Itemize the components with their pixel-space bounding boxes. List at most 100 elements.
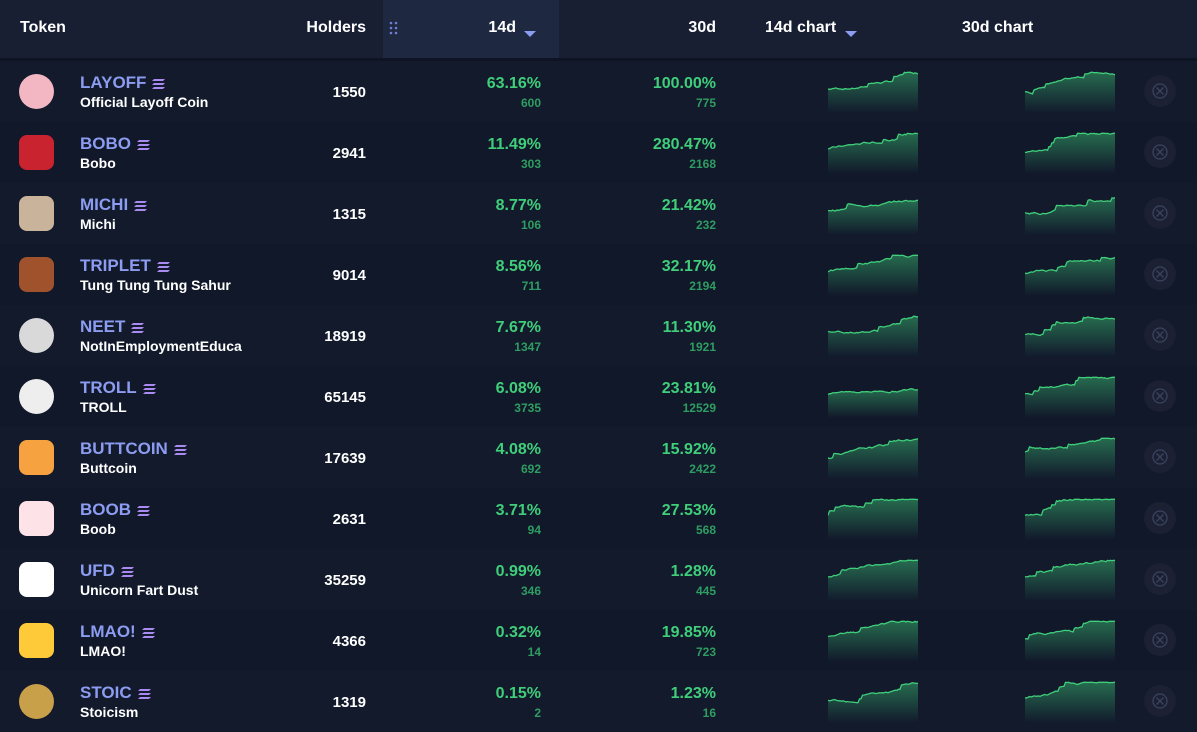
change-30d: 27.53% — [661, 502, 716, 519]
chain-icon-part — [142, 628, 155, 638]
remove-button[interactable] — [1144, 75, 1176, 112]
drag-handle — [389, 21, 399, 40]
remove-button-part — [1152, 144, 1168, 160]
remove-button[interactable] — [1144, 624, 1176, 661]
sparkline-30d-part — [1024, 437, 1116, 479]
row[interactable] — [0, 366, 1197, 427]
row[interactable] — [0, 61, 1197, 122]
sparkline-14d-part — [828, 255, 918, 296]
holders: 1550 — [332, 84, 366, 101]
sparkline-30d-part — [1024, 376, 1115, 418]
sparkline-30d — [1024, 69, 1116, 118]
remove-button-part — [1144, 319, 1176, 351]
token-name: Unicorn Fart Dust — [80, 582, 199, 598]
sparkline-30d-part — [1025, 257, 1115, 296]
change-30d: 23.81% — [661, 380, 716, 397]
column-header[interactable]: 14d — [488, 19, 516, 36]
change-30d: 15.92% — [661, 441, 716, 458]
count-30d: 12529 — [682, 401, 716, 415]
token-name: Official Layoff Coin — [80, 94, 209, 110]
change-14d: 8.77% — [495, 197, 541, 214]
column-header[interactable]: Holders — [306, 19, 366, 36]
remove-button-part — [1144, 75, 1176, 107]
sparkline-30d-part — [1024, 559, 1116, 601]
token-symbol: BOBO — [80, 134, 131, 153]
remove-button[interactable] — [1144, 685, 1176, 722]
chain-icon-part — [137, 506, 150, 516]
sparkline-30d-part — [1025, 316, 1115, 357]
count-30d: 723 — [695, 645, 716, 659]
sparkline-14d-part — [827, 254, 918, 273]
token-name: Boob — [80, 521, 116, 537]
chain-icon-part — [131, 323, 144, 333]
token-name: Michi — [80, 216, 116, 232]
holders: 2631 — [332, 511, 366, 528]
sparkline-30d-part — [1024, 620, 1115, 662]
sparkline-14d-part — [827, 682, 919, 704]
sparkline-14d — [827, 618, 919, 667]
row[interactable] — [0, 427, 1197, 488]
change-30d: 1.23% — [670, 685, 716, 702]
remove-button-part — [1156, 87, 1164, 95]
sparkline-14d-part — [827, 132, 919, 150]
count-30d: 16 — [702, 706, 716, 720]
row[interactable] — [0, 244, 1197, 305]
count-14d: 711 — [521, 279, 541, 293]
drag-handle-part — [389, 21, 398, 35]
change-30d: 280.47% — [652, 136, 716, 153]
row[interactable] — [0, 183, 1197, 244]
drag-handle-part — [389, 31, 393, 35]
row[interactable] — [0, 122, 1197, 183]
chain-icon-part — [137, 506, 150, 516]
sparkline-14d-part — [828, 133, 918, 174]
holders: 2941 — [332, 145, 366, 162]
chain-icon-part — [157, 262, 170, 272]
change-14d: 3.71% — [495, 502, 541, 519]
column-header[interactable]: 30d chart — [962, 19, 1034, 36]
sparkline-14d — [827, 435, 919, 484]
remove-button[interactable] — [1144, 563, 1176, 600]
row[interactable] — [0, 488, 1197, 549]
row[interactable] — [0, 549, 1197, 610]
sparkline-14d — [827, 557, 918, 606]
sparkline-14d-part — [827, 388, 919, 418]
sparkline-30d-part — [1025, 499, 1115, 540]
row[interactable] — [0, 671, 1197, 732]
sorted-column-highlight — [383, 0, 559, 58]
chain-icon-part — [142, 628, 155, 638]
column-header[interactable]: 30d — [688, 19, 716, 36]
sparkline-30d-part — [1024, 437, 1116, 453]
token-symbol: BOOB — [80, 500, 131, 519]
remove-button[interactable] — [1144, 502, 1176, 539]
remove-button[interactable] — [1144, 380, 1176, 417]
remove-button-part — [1152, 632, 1168, 648]
sparkline-30d-part — [1024, 256, 1116, 296]
chain-icon — [143, 382, 157, 400]
remove-button[interactable] — [1144, 197, 1176, 234]
token-name: Bobo — [80, 155, 116, 171]
sparkline-14d — [827, 679, 919, 728]
remove-button-part — [1156, 697, 1164, 705]
row[interactable] — [0, 305, 1197, 366]
sparkline-30d-part — [1024, 376, 1115, 396]
remove-button[interactable] — [1144, 258, 1176, 295]
column-header[interactable]: Token — [20, 19, 66, 36]
count-14d: 303 — [520, 157, 541, 171]
remove-button-part — [1152, 83, 1168, 99]
chain-icon — [131, 321, 145, 339]
column-header[interactable]: 14d chart — [765, 19, 837, 36]
sparkline-14d-part — [828, 72, 918, 113]
sparkline-14d — [827, 69, 919, 118]
remove-button[interactable] — [1144, 136, 1176, 173]
row[interactable] — [0, 610, 1197, 671]
table-header — [0, 0, 1197, 58]
count-14d: 600 — [520, 96, 541, 110]
remove-button-part — [1156, 575, 1164, 583]
remove-button[interactable] — [1144, 441, 1176, 478]
sparkline-14d-part — [828, 316, 918, 357]
sparkline-14d-part — [827, 559, 918, 578]
count-30d: 445 — [695, 584, 716, 598]
remove-button[interactable] — [1144, 319, 1176, 356]
remove-button-part — [1144, 197, 1176, 229]
